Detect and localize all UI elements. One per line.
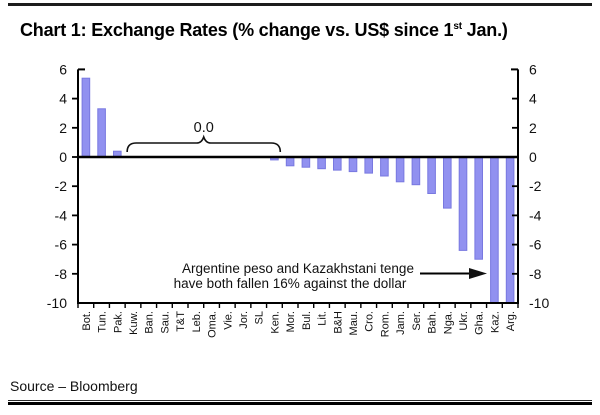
- y-tick-label-left: -4: [55, 207, 68, 223]
- chart-title-suffix: Jan.): [461, 20, 508, 40]
- y-tick-label-right: -4: [529, 207, 542, 223]
- chart-title-prefix: Chart 1: Exchange Rates (% change vs. US…: [20, 20, 454, 40]
- x-category-label: Cro.: [364, 311, 376, 332]
- bar-Nga.: [443, 156, 452, 209]
- x-category-label: Ukr.: [458, 311, 470, 331]
- y-tick-label-right: -8: [529, 266, 542, 282]
- x-category-label: Ban.: [144, 311, 156, 334]
- zero-bracket: [126, 134, 282, 153]
- bar-Mau.: [348, 156, 358, 173]
- x-category-label: Ken.: [269, 311, 281, 334]
- y-tick-label-left: 4: [59, 91, 67, 107]
- x-category-label: Bot.: [81, 311, 93, 331]
- x-category-label: B&H: [332, 311, 344, 334]
- x-category-label: Mor.: [285, 311, 297, 332]
- bar-Mor.: [285, 156, 295, 167]
- x-category-label: Kaz.: [489, 311, 501, 333]
- top-rule: [8, 3, 592, 6]
- x-category-label: Nga.: [442, 311, 454, 334]
- source-label: Source – Bloomberg: [10, 378, 138, 394]
- annotation-arrowhead: [469, 268, 487, 279]
- y-tick-label-right: 0: [529, 149, 537, 165]
- x-category-label: Rom.: [379, 311, 391, 337]
- x-category-label: Sau.: [159, 311, 171, 334]
- x-category-label: Bah.: [427, 311, 439, 334]
- x-category-label: Tun.: [97, 311, 109, 333]
- x-category-label: Pak.: [112, 311, 124, 333]
- x-category-label: Ser.: [411, 311, 423, 331]
- exchange-rates-bar-chart: 6 6 4 4 2 2 0 0 -2 -2 -4 -4 -6 -6 -8 -8 -10 -10 Bot. Tun. Pa…: [47, 61, 550, 338]
- y-tick-label-left: -6: [55, 237, 68, 253]
- x-category-label: Jam.: [395, 311, 407, 335]
- x-category-label: Lit.: [317, 311, 329, 326]
- x-category-label: Vie.: [222, 311, 234, 330]
- bottom-rule-thick: [8, 402, 592, 405]
- y-tick-label-right: 4: [529, 91, 537, 107]
- chart-title: Chart 1: Exchange Rates (% change vs. US…: [20, 20, 508, 41]
- bar-Kaz.: [490, 156, 499, 304]
- bar-B&H: [333, 156, 342, 171]
- bar-Bot.: [81, 77, 91, 158]
- x-category-label: SL: [254, 311, 266, 324]
- bar-Gha.: [474, 156, 483, 260]
- bar-Jam.: [395, 156, 405, 183]
- y-tick-label-right: -6: [529, 237, 542, 253]
- annotation-line2: have both fallen 16% against the dollar: [174, 276, 407, 291]
- bar-Ser.: [411, 156, 421, 186]
- annotation-line1: Argentine peso and Kazakhstani tenge: [182, 261, 414, 276]
- y-tick-label-left: 2: [59, 120, 67, 136]
- bar-Bah.: [427, 156, 436, 194]
- y-tick-label-left: 0: [59, 149, 67, 165]
- bar-Rom.: [380, 156, 389, 177]
- x-category-label: Mau.: [348, 311, 360, 335]
- bottom-rule-thin: [8, 400, 592, 401]
- y-tick-label-left: 6: [59, 61, 67, 77]
- bar-Tun.: [97, 108, 106, 158]
- chart-title-superscript: st: [453, 21, 462, 32]
- x-category-label: Kuw.: [128, 311, 140, 335]
- y-tick-label-right: -2: [529, 178, 542, 194]
- x-category-label: Jor.: [238, 311, 250, 329]
- x-category-label: Arg.: [505, 311, 517, 331]
- bar-Bul.: [301, 156, 311, 168]
- x-category-label: Bul.: [301, 311, 313, 330]
- x-category-label: Leb.: [191, 311, 203, 332]
- bar-Cro.: [364, 156, 373, 174]
- x-category-label: T&T: [175, 311, 187, 332]
- y-tick-label-right: 6: [529, 61, 537, 77]
- y-tick-label-left: -2: [55, 178, 68, 194]
- y-tick-label-right: -10: [529, 295, 549, 311]
- bar-Lit.: [317, 156, 326, 170]
- y-tick-label-right: 2: [529, 120, 537, 136]
- zero-bracket-label: 0.0: [194, 120, 214, 136]
- x-category-label: Oma.: [207, 311, 219, 338]
- x-category-label: Gha.: [474, 311, 486, 335]
- bar-Arg.: [505, 156, 515, 304]
- y-tick-label-left: -8: [55, 266, 68, 282]
- bar-Ukr.: [458, 156, 468, 251]
- y-tick-label-left: -10: [47, 295, 67, 311]
